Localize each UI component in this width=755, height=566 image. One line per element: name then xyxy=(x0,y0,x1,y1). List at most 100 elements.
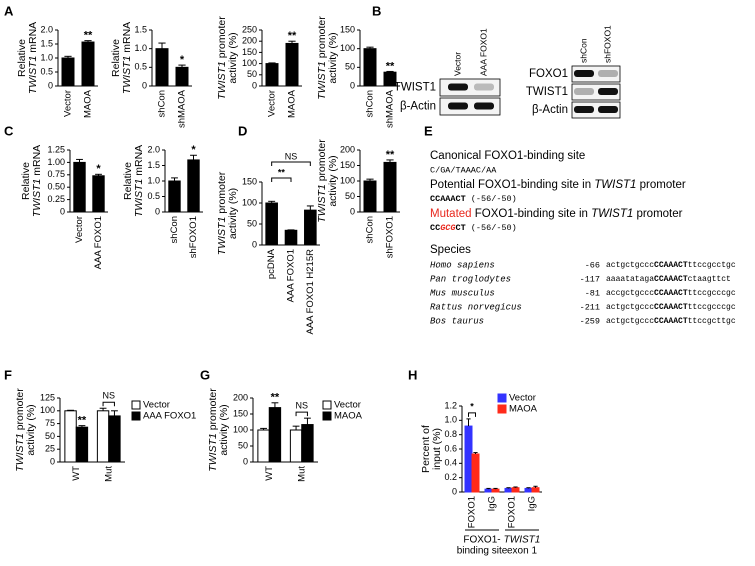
panel-label: H xyxy=(408,367,417,382)
y-axis-label: activity (%) xyxy=(227,188,239,239)
y-axis-label-part: TWIST1 xyxy=(216,217,228,256)
y-axis-label-part: promoter xyxy=(14,388,26,433)
x-tick-label: AAA FOXO1 xyxy=(286,249,297,302)
y-tick-label: 0 xyxy=(60,206,65,216)
significance: * xyxy=(180,54,185,66)
y-axis-label-part: Relative xyxy=(110,39,122,77)
y-tick-label: 75 xyxy=(45,418,55,428)
x-tick-label: Mut xyxy=(103,466,114,482)
bar xyxy=(284,229,298,246)
bar xyxy=(524,487,533,493)
species-position: -66 xyxy=(585,260,600,270)
y-tick-label: 150 xyxy=(242,176,257,186)
seq-part: ttccgcttgc xyxy=(688,317,736,326)
species-position: -81 xyxy=(585,288,600,298)
y-tick-label: 0 xyxy=(243,456,248,466)
y-axis-label-part: TWIST1 xyxy=(207,433,219,472)
bar xyxy=(484,488,493,493)
y-axis-label-part: activity (%) xyxy=(327,32,339,83)
y-tick-label: 0.2 xyxy=(444,472,457,482)
bar xyxy=(383,161,397,213)
y-tick-label: 150 xyxy=(340,160,355,170)
blot-band xyxy=(474,102,494,110)
lane-label: shFOXO1 xyxy=(602,25,612,63)
significance: ** xyxy=(84,30,93,42)
x-tick-label: shCon xyxy=(365,90,376,117)
y-tick-label: 0.5 xyxy=(40,66,53,76)
x-tick-label: FOXO1 xyxy=(467,496,478,528)
y-tick-label: 150 xyxy=(242,47,257,57)
text: TWIST1 xyxy=(591,208,633,220)
panel-label: G xyxy=(200,367,210,382)
y-tick-label: 50 xyxy=(247,218,257,228)
bar xyxy=(64,410,77,463)
bar xyxy=(531,487,540,493)
x-tick-label: IgG xyxy=(487,496,498,511)
canonical-seq: C/GA/TAAAC/AA xyxy=(430,165,497,175)
species-seq: accgctgcccCCAAACTttccgcccgc xyxy=(606,289,736,298)
chart: Relative TWIST1 mRNA 0 0.25 0.50 0.75 1.00 1.25… xyxy=(20,144,108,269)
y-tick-label: 0.8 xyxy=(444,429,457,439)
y-axis-label: activity (%) xyxy=(227,32,239,83)
mutated-seq: CCGCGCT (-56/-50) xyxy=(430,223,517,233)
x-tick-label: AAA FOXO1 H215R xyxy=(305,249,316,335)
comparison-bracket xyxy=(468,412,476,417)
y-axis-label: Relative xyxy=(122,162,134,200)
western-blot: shCon shFOXO1 FOXO1 TWIST1 β-Actin xyxy=(526,25,621,119)
significance: ** xyxy=(386,60,395,72)
x-tick-label: shCon xyxy=(157,90,168,117)
legend-label: Vector xyxy=(334,400,361,411)
panel-label: B xyxy=(372,3,381,18)
legend-label: MAOA xyxy=(509,404,538,415)
y-axis-label-part: activity (%) xyxy=(25,404,37,455)
y-tick-label: 1.0 xyxy=(444,415,457,425)
bar xyxy=(304,209,317,246)
blot-band xyxy=(574,106,594,113)
text: Potential FOXO1-binding site in xyxy=(430,179,594,191)
y-tick-label: 2.0 xyxy=(40,24,53,34)
y-tick-label: 0.6 xyxy=(444,443,457,453)
comparison-label: * xyxy=(470,401,474,411)
text: (-56/-50) xyxy=(466,194,517,204)
seq-part: aaaatataga xyxy=(606,275,654,284)
species-seq: actgctgcccCCAAACTttccgcttgc xyxy=(606,317,736,326)
y-tick-label: 100 xyxy=(340,175,355,185)
species-name: Mus musculus xyxy=(430,288,495,298)
bar xyxy=(187,159,200,213)
y-tick-label: 0.5 xyxy=(147,191,160,201)
seq-part: ttccgcctgc xyxy=(688,261,736,270)
blot-band xyxy=(598,106,618,113)
y-axis-label-part: TWIST1 xyxy=(31,179,43,218)
y-axis-label: activity (%) xyxy=(327,155,339,206)
species-position: -259 xyxy=(580,316,600,326)
bar xyxy=(75,426,89,463)
y-axis-label-part: Relative xyxy=(16,39,28,77)
y-axis-label-part: promoter xyxy=(316,139,328,184)
legend-label: AAA FOXO1 xyxy=(143,411,196,422)
y-axis-label: TWIST1 mRNA xyxy=(27,22,39,94)
lane-label: Vector xyxy=(452,52,462,76)
y-tick-label: 0 xyxy=(252,80,257,90)
y-tick-label: 125 xyxy=(40,392,55,402)
y-tick-label: 0.50 xyxy=(47,182,65,192)
y-tick-label: 200 xyxy=(233,392,248,402)
row-label: β-Actin xyxy=(532,104,568,116)
y-axis-label-part: mRNA xyxy=(27,22,39,56)
y-tick-label: 0.5 xyxy=(134,62,147,72)
y-tick-label: 0 xyxy=(452,486,457,496)
bar xyxy=(265,63,279,87)
group-label: TWIST1 xyxy=(504,535,541,546)
blot-band xyxy=(574,70,594,77)
y-tick-label: 100 xyxy=(340,43,355,53)
chart: TWIST1 promoter activity (%) 0 25 50 75 100 125… xyxy=(14,388,197,482)
text: Mutated xyxy=(430,208,472,220)
y-tick-label: 50 xyxy=(45,431,55,441)
y-axis-label-part: activity (%) xyxy=(218,404,230,455)
row-label: TWIST1 xyxy=(394,82,436,94)
y-tick-label: 0 xyxy=(252,239,257,249)
y-tick-label: 1.25 xyxy=(47,144,65,154)
row-label: TWIST1 xyxy=(526,86,568,98)
y-tick-label: 1.2 xyxy=(444,400,457,410)
comparison-label: NS xyxy=(285,151,298,161)
